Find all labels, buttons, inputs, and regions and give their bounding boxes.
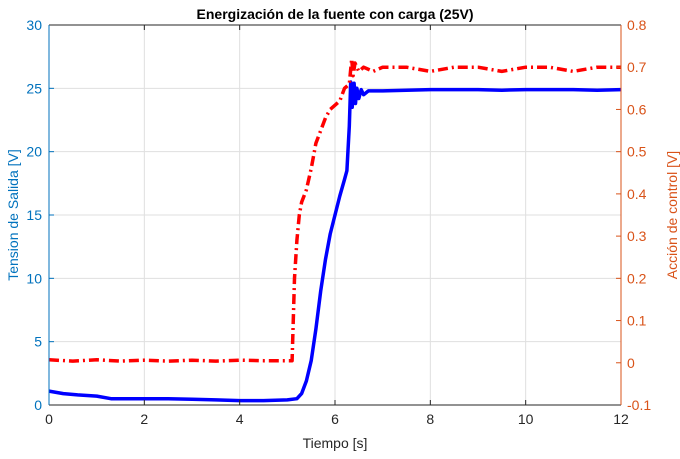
x-tick-label: 10 bbox=[518, 411, 534, 427]
y-left-tick-label: 30 bbox=[26, 17, 42, 33]
y-axis-left-label: Tension de Salida [V] bbox=[5, 149, 21, 281]
axes bbox=[48, 24, 622, 406]
y-right-tick-label: 0.8 bbox=[627, 17, 647, 33]
series-line-voltage bbox=[48, 80, 622, 403]
y-left-tick-label: 5 bbox=[34, 334, 42, 350]
y-right-tick-label: 0.7 bbox=[627, 59, 647, 75]
series-line-control bbox=[48, 57, 621, 363]
x-tick-label: 2 bbox=[140, 411, 148, 427]
x-axis-label: Tiempo [s] bbox=[303, 435, 368, 451]
y-left-tick-label: 15 bbox=[26, 207, 42, 223]
y-left-tick-label: 25 bbox=[26, 80, 42, 96]
y-right-tick-label: 0.1 bbox=[627, 313, 647, 329]
x-tick-label: 0 bbox=[45, 411, 53, 427]
x-tick-label: 12 bbox=[613, 411, 629, 427]
y-left-tick-label: 10 bbox=[26, 270, 42, 286]
tick-labels: 0 2 4 6 8 10 12 0 5 10 15 20 25 30 -0.1 0 0.1 0.2 0.3 0.4 0.… bbox=[26, 17, 651, 427]
plot-series bbox=[48, 57, 622, 403]
x-tick-label: 4 bbox=[236, 411, 244, 427]
y-right-tick-label: 0 bbox=[627, 355, 635, 371]
y-right-tick-label: 0.4 bbox=[627, 186, 647, 202]
x-tick-label: 8 bbox=[426, 411, 434, 427]
y-right-tick-label: 0.5 bbox=[627, 144, 647, 160]
chart-title: Energización de la fuente con carga (25V… bbox=[197, 6, 474, 22]
y-right-tick-label: -0.1 bbox=[627, 397, 651, 413]
y-axis-right-label: Acción de control [V] bbox=[664, 151, 680, 279]
y-right-tick-label: 0.6 bbox=[627, 101, 647, 117]
y-right-tick-label: 0.3 bbox=[627, 228, 647, 244]
y-left-tick-label: 0 bbox=[34, 397, 42, 413]
y-left-tick-label: 20 bbox=[26, 144, 42, 160]
x-tick-label: 6 bbox=[331, 411, 339, 427]
y-right-tick-label: 0.2 bbox=[627, 270, 647, 286]
